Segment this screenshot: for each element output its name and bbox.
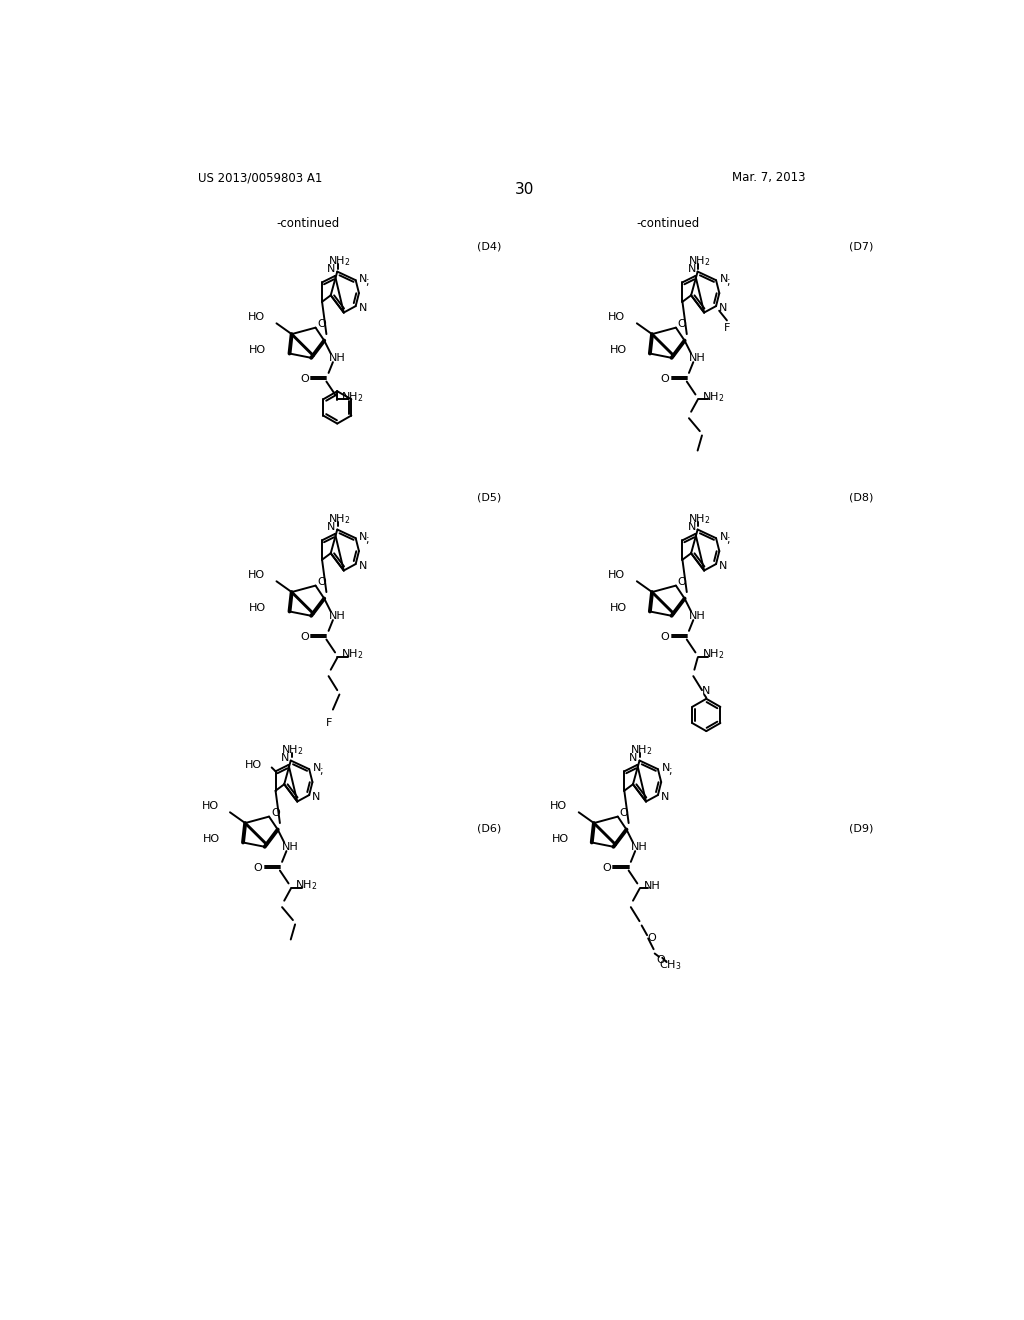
Text: NH$_2$: NH$_2$ (630, 743, 652, 756)
Text: NH$_2$: NH$_2$ (328, 512, 350, 525)
Text: N: N (702, 686, 711, 696)
Text: NH: NH (329, 352, 345, 363)
Text: N: N (719, 302, 727, 313)
Text: O: O (254, 863, 262, 874)
Text: N: N (359, 532, 368, 541)
Text: NH$_2$: NH$_2$ (295, 879, 317, 892)
Text: N: N (720, 532, 728, 541)
Text: O: O (647, 933, 656, 944)
Text: (D7): (D7) (849, 242, 873, 252)
Text: (D4): (D4) (477, 242, 501, 252)
Text: O: O (317, 577, 326, 587)
Text: N: N (359, 273, 368, 284)
Text: NH$_2$: NH$_2$ (688, 512, 711, 525)
Text: NH: NH (644, 880, 660, 891)
Text: NH: NH (282, 842, 299, 851)
Text: O: O (678, 577, 686, 587)
Text: N: N (660, 792, 669, 801)
Text: N: N (358, 302, 367, 313)
Text: CH$_3$: CH$_3$ (658, 958, 681, 973)
Text: HO: HO (203, 834, 220, 843)
Text: O: O (300, 632, 309, 643)
Text: 30: 30 (515, 182, 535, 197)
Text: HO: HO (202, 801, 218, 812)
Text: HO: HO (551, 834, 568, 843)
Text: NH$_2$: NH$_2$ (281, 743, 303, 756)
Text: (D6): (D6) (477, 824, 501, 833)
Text: (D5): (D5) (477, 492, 501, 502)
Text: N: N (358, 561, 367, 570)
Text: HO: HO (608, 313, 626, 322)
Text: HO: HO (248, 570, 265, 581)
Text: O: O (660, 632, 669, 643)
Text: NH: NH (689, 611, 706, 620)
Text: NH: NH (689, 352, 706, 363)
Text: ;: ; (726, 535, 729, 545)
Text: (D9): (D9) (849, 824, 873, 833)
Text: N: N (312, 792, 321, 801)
Text: N: N (327, 264, 336, 275)
Text: HO: HO (248, 313, 265, 322)
Text: -continued: -continued (276, 218, 339, 231)
Text: NH$_2$: NH$_2$ (341, 389, 364, 404)
Text: ;: ; (366, 277, 369, 286)
Text: N: N (327, 521, 336, 532)
Text: N: N (719, 561, 727, 570)
Text: N: N (662, 763, 670, 772)
Text: NH: NH (631, 842, 647, 851)
Text: HO: HO (609, 345, 627, 355)
Text: O: O (271, 808, 280, 818)
Text: O: O (300, 375, 309, 384)
Text: ;: ; (366, 535, 369, 545)
Text: O: O (602, 863, 611, 874)
Text: HO: HO (609, 603, 627, 612)
Text: HO: HO (249, 345, 266, 355)
Text: NH$_2$: NH$_2$ (701, 389, 724, 404)
Text: N: N (630, 752, 638, 763)
Text: US 2013/0059803 A1: US 2013/0059803 A1 (198, 172, 323, 185)
Text: NH: NH (329, 611, 345, 620)
Text: NH$_2$: NH$_2$ (701, 648, 724, 661)
Text: O: O (678, 319, 686, 329)
Text: ;: ; (726, 277, 729, 286)
Text: N: N (281, 752, 289, 763)
Text: O: O (620, 808, 629, 818)
Text: -continued: -continued (637, 218, 699, 231)
Text: N: N (687, 521, 695, 532)
Text: NH$_2$: NH$_2$ (341, 648, 364, 661)
Text: O: O (317, 319, 326, 329)
Text: N: N (687, 264, 695, 275)
Text: N: N (720, 273, 728, 284)
Text: N: N (312, 763, 322, 772)
Text: F: F (724, 323, 730, 333)
Text: O: O (656, 954, 666, 965)
Text: (D8): (D8) (849, 492, 873, 502)
Text: HO: HO (550, 801, 567, 812)
Text: Mar. 7, 2013: Mar. 7, 2013 (732, 172, 806, 185)
Text: ;: ; (319, 766, 323, 776)
Text: F: F (326, 718, 332, 727)
Text: NH$_2$: NH$_2$ (688, 253, 711, 268)
Text: ;: ; (668, 766, 672, 776)
Text: O: O (660, 375, 669, 384)
Text: NH$_2$: NH$_2$ (328, 253, 350, 268)
Text: HO: HO (608, 570, 626, 581)
Text: HO: HO (245, 760, 261, 770)
Text: HO: HO (249, 603, 266, 612)
